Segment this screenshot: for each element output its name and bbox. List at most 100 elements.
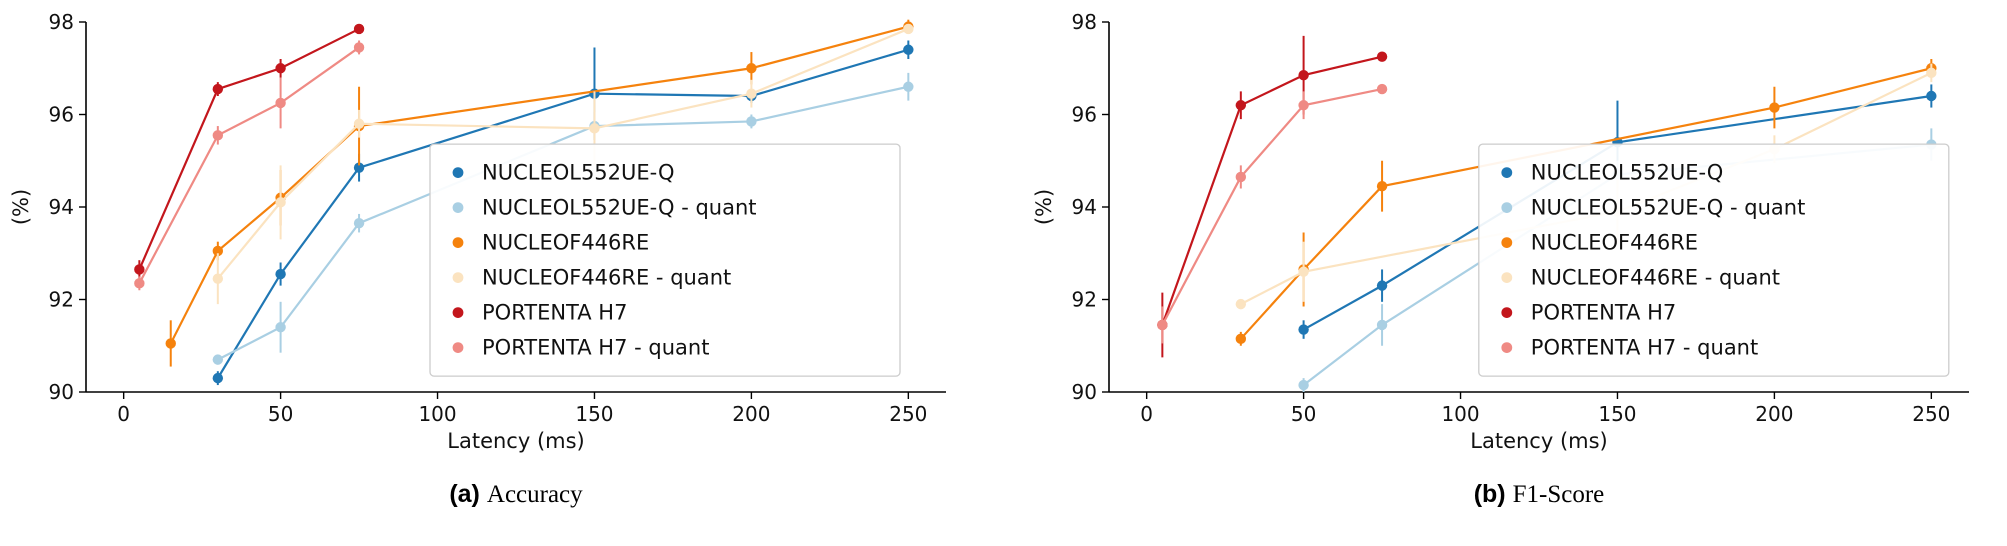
- legend-item-label: PORTENTA H7: [482, 301, 627, 325]
- caption-f1score: (b) F1-Score: [1029, 480, 1997, 509]
- data-point-marker: [1157, 319, 1168, 331]
- data-point-marker: [275, 63, 286, 74]
- series-line: [138, 27, 360, 270]
- data-point-marker: [903, 81, 914, 92]
- series-portenta-h7-quant: [134, 40, 365, 291]
- y-tick-label: 96: [1072, 103, 1097, 127]
- legend-item-label: PORTENTA H7 - quant: [482, 336, 709, 360]
- data-point-marker: [746, 116, 757, 127]
- data-point-marker: [275, 268, 286, 280]
- series-portenta-h7: [134, 23, 365, 279]
- x-tick-label: 150: [1598, 402, 1636, 426]
- chart-accuracy: 0 50 100 150 200 250 90 92 94 96 98 Latency (ms) (%)…: [9, 10, 946, 453]
- data-point-marker: [212, 273, 224, 284]
- legend-marker: [452, 167, 464, 179]
- data-point-marker: [353, 118, 365, 129]
- legend-box: [1478, 143, 1950, 377]
- x-tick-label: 0: [117, 402, 130, 426]
- legend-item-label: NUCLEOL552UE-Q - quant: [482, 196, 757, 220]
- caption-b-text: F1-Score: [1512, 481, 1605, 508]
- legend-marker: [1501, 202, 1513, 214]
- data-point-marker: [275, 197, 286, 208]
- legend-item-label: NUCLEOF446RE - quant: [482, 266, 731, 290]
- x-tick-label: 200: [732, 402, 770, 426]
- legend-item-label: NUCLEOL552UE-Q - quant: [1531, 196, 1806, 220]
- legend: NUCLEOL552UE-Q NUCLEOL552UE-Q - quant NUCL…: [429, 143, 901, 377]
- y-tick-label: 98: [1072, 10, 1097, 34]
- x-tick-label: 100: [1441, 402, 1479, 426]
- data-point-marker: [353, 217, 365, 229]
- data-point-marker: [1298, 266, 1309, 277]
- x-tick-label: 200: [1755, 402, 1793, 426]
- series-portenta-h7-quant: [1157, 83, 1388, 344]
- series-line: [216, 48, 909, 379]
- y-tick-label: 96: [49, 103, 74, 127]
- legend-item-label: NUCLEOL552UE-Q: [482, 161, 675, 185]
- data-point-marker: [1376, 180, 1388, 192]
- x-tick-label: 250: [1912, 402, 1950, 426]
- legend-item-label: PORTENTA H7 - quant: [1531, 336, 1758, 360]
- legend-marker: [452, 342, 464, 353]
- x-axis-label: Latency (ms): [447, 429, 584, 453]
- data-point-marker: [212, 354, 224, 365]
- legend-marker: [1501, 342, 1513, 353]
- data-point-marker: [212, 372, 224, 384]
- data-point-marker: [353, 42, 365, 53]
- legend-marker: [1501, 167, 1513, 179]
- panel-accuracy: 0 50 100 150 200 250 90 92 94 96 98 Latency (ms) (%)…: [6, 6, 974, 509]
- data-point-marker: [1376, 319, 1388, 331]
- data-point-marker: [1298, 100, 1309, 111]
- legend-box: [429, 143, 901, 377]
- y-tick-label: 94: [1072, 195, 1097, 219]
- y-tick-label: 94: [49, 195, 74, 219]
- y-tick-label: 90: [49, 380, 74, 404]
- figure: 0 50 100 150 200 250 90 92 94 96 98 Latency (ms) (%)…: [6, 6, 1997, 509]
- legend-marker: [1501, 272, 1513, 283]
- legend-item-label: NUCLEOF446RE: [482, 231, 649, 255]
- data-point-marker: [1376, 83, 1388, 95]
- caption-accuracy: (a) Accuracy: [6, 480, 974, 509]
- legend-item-label: PORTENTA H7: [1531, 301, 1676, 325]
- data-point-marker: [212, 245, 224, 257]
- data-point-marker: [1235, 100, 1247, 111]
- data-point-marker: [1926, 67, 1937, 79]
- panel-f1score: 0 50 100 150 200 250 90 92 94 96 98 Latency (ms) (%)…: [1029, 6, 1997, 509]
- series-line: [216, 27, 909, 280]
- x-tick-label: 100: [418, 402, 456, 426]
- data-point-marker: [353, 23, 365, 35]
- caption-b-prefix: (b): [1473, 480, 1506, 508]
- data-point-marker: [165, 338, 176, 349]
- legend-marker: [452, 202, 464, 214]
- data-point-marker: [589, 123, 600, 134]
- legend-marker: [1501, 307, 1513, 318]
- legend-marker: [1501, 237, 1513, 249]
- legend: NUCLEOL552UE-Q NUCLEOL552UE-Q - quant NUCL…: [1478, 143, 1950, 377]
- data-point-marker: [353, 162, 365, 173]
- data-point-marker: [134, 278, 145, 289]
- data-point-marker: [1376, 280, 1388, 291]
- data-point-marker: [1235, 171, 1247, 183]
- series-line: [1161, 87, 1383, 326]
- data-point-marker: [212, 83, 224, 95]
- data-point-marker: [1769, 102, 1780, 113]
- data-point-marker: [1298, 379, 1309, 391]
- data-point-marker: [1298, 69, 1309, 81]
- caption-a-text: Accuracy: [486, 481, 583, 508]
- x-tick-label: 0: [1140, 402, 1153, 426]
- data-point-marker: [212, 130, 224, 141]
- data-point-marker: [134, 264, 145, 275]
- y-tick-label: 90: [1072, 380, 1097, 404]
- x-tick-label: 50: [1291, 402, 1316, 426]
- data-point-marker: [746, 88, 757, 99]
- x-tick-label: 150: [575, 402, 613, 426]
- data-point-marker: [1376, 51, 1388, 62]
- y-tick-label: 92: [1072, 288, 1097, 312]
- data-point-marker: [275, 97, 286, 109]
- legend-item-label: NUCLEOL552UE-Q: [1531, 161, 1724, 185]
- data-point-marker: [903, 44, 914, 55]
- data-point-marker: [1235, 298, 1247, 310]
- x-tick-label: 50: [268, 402, 293, 426]
- data-point-marker: [1235, 333, 1247, 345]
- legend-item-label: NUCLEOF446RE: [1531, 231, 1698, 255]
- legend-marker: [452, 307, 464, 318]
